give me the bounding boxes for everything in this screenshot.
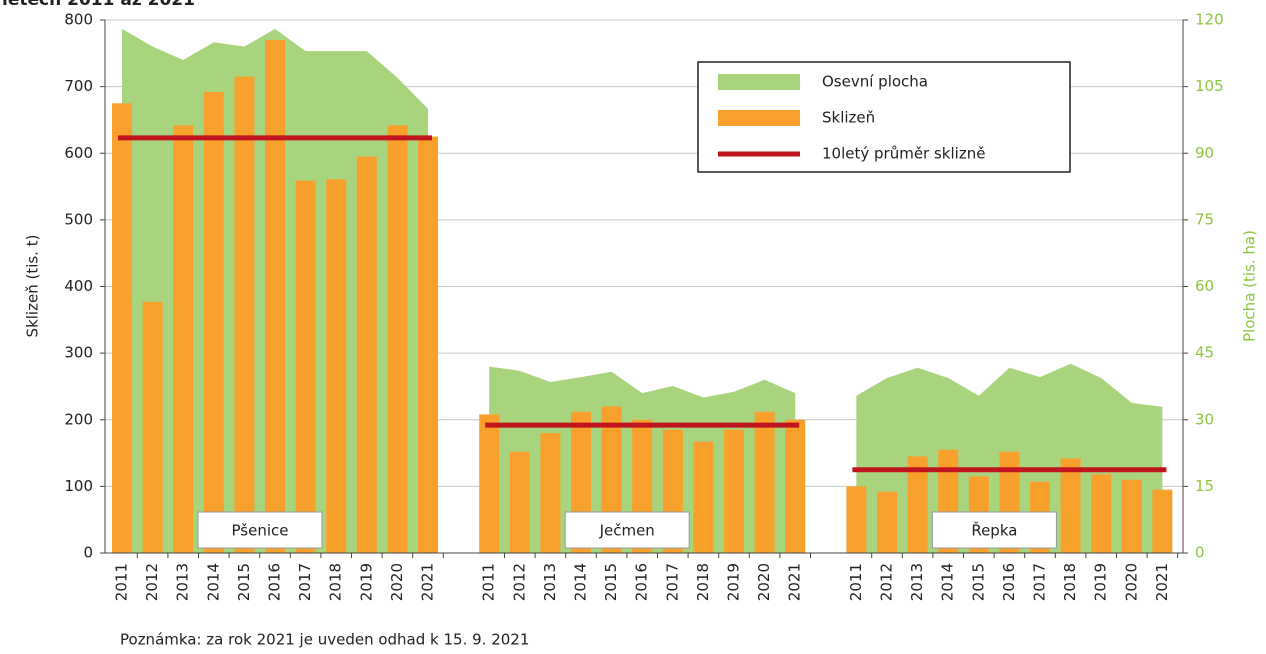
legend-label: Sklizeň [822,109,875,127]
group-label: Pšenice [232,522,289,540]
x-tick-label: 2012 [143,563,161,601]
x-tick-label: 2014 [572,563,590,601]
bar [540,433,561,553]
x-tick-label: 2017 [1031,563,1049,601]
x-tick-label: 2013 [174,563,192,601]
x-tick-label: 2018 [694,563,712,601]
x-tick-label: 2012 [510,563,528,601]
x-tick-label: 2016 [633,563,651,601]
bar [693,441,714,553]
y2-tick-label: 0 [1195,544,1205,562]
x-tick-label: 2019 [1092,563,1110,601]
bar [907,456,928,553]
bar [509,451,530,553]
y2-tick-label: 45 [1195,344,1214,362]
x-tick-label: 2019 [357,563,375,601]
x-tick-label: 2015 [602,563,620,601]
x-tick-label: 2011 [480,563,498,601]
x-tick-label: 2017 [663,563,681,601]
x-tick-label: 2021 [786,563,804,601]
x-tick-label: 2014 [204,563,222,601]
bar [754,411,775,553]
x-tick-label: 2016 [266,563,284,601]
group-box [197,511,323,549]
y2-tick-label: 105 [1195,77,1224,95]
bar [846,486,867,553]
legend-label: Osevní plocha [822,73,928,91]
x-tick-label: 2014 [939,563,957,601]
bar [203,91,224,553]
x-tick-label: 2011 [847,563,865,601]
y-tick-label: 200 [64,410,93,428]
bar [234,76,255,553]
x-tick-label: 2020 [755,563,773,601]
x-tick-label: 2015 [969,563,987,601]
y-tick-label: 600 [64,144,93,162]
bar [877,491,897,553]
group-label: Ječmen [599,522,655,540]
y-tick-label: 800 [64,11,93,29]
bar [142,301,163,553]
y2-axis-label: Plocha (tis. ha) [1241,230,1259,342]
group-box [931,511,1057,549]
x-tick-label: 2021 [419,563,437,601]
y2-tick-label: 30 [1195,410,1214,428]
legend-label: 10letý průměr sklizně [822,145,985,163]
bar [326,179,347,553]
group-box [564,511,690,549]
x-tick-label: 2012 [878,563,896,601]
x-tick-label: 2016 [1000,563,1018,601]
bar [356,156,377,554]
bar [112,103,132,553]
bar [418,136,438,553]
y-tick-label: 300 [64,344,93,362]
y-axis-label: Sklizeň (tis. t) [24,235,42,338]
x-tick-label: 2015 [235,563,253,601]
bar [724,429,744,553]
y2-tick-label: 120 [1195,11,1224,29]
bar [785,419,806,553]
y2-tick-label: 75 [1195,210,1214,228]
x-tick-label: 2013 [541,563,559,601]
bar [265,39,285,554]
note: Poznámka: za rok 2021 je uveden odhad k … [120,631,529,649]
y-tick-label: 0 [83,544,93,562]
bar [1121,479,1142,553]
bar [1152,489,1173,553]
group-label: Řepka [971,521,1017,540]
bar [479,414,500,553]
x-tick-label: 2013 [908,563,926,601]
x-tick-label: 2021 [1153,563,1171,601]
y-tick-label: 100 [64,477,93,495]
y2-tick-label: 15 [1195,477,1214,495]
legend-swatch [718,74,800,90]
y-tick-label: 700 [64,77,93,95]
y2-tick-label: 60 [1195,277,1214,295]
x-tick-label: 2018 [1061,563,1079,601]
bar [387,125,408,553]
x-tick-label: 2018 [327,563,345,601]
legend-swatch [718,110,800,126]
chart-title: letech 2011 až 2021 [2,0,195,10]
x-tick-label: 2017 [296,563,314,601]
bar [295,180,316,553]
bar [1091,474,1112,553]
x-tick-label: 2020 [388,563,406,601]
bar [1060,458,1081,553]
x-tick-label: 2011 [113,563,131,601]
x-tick-label: 2019 [725,563,743,601]
y2-tick-label: 90 [1195,144,1214,162]
x-tick-label: 2020 [1122,563,1140,601]
bar [173,125,194,553]
y-tick-label: 400 [64,277,93,295]
y-tick-label: 500 [64,210,93,228]
